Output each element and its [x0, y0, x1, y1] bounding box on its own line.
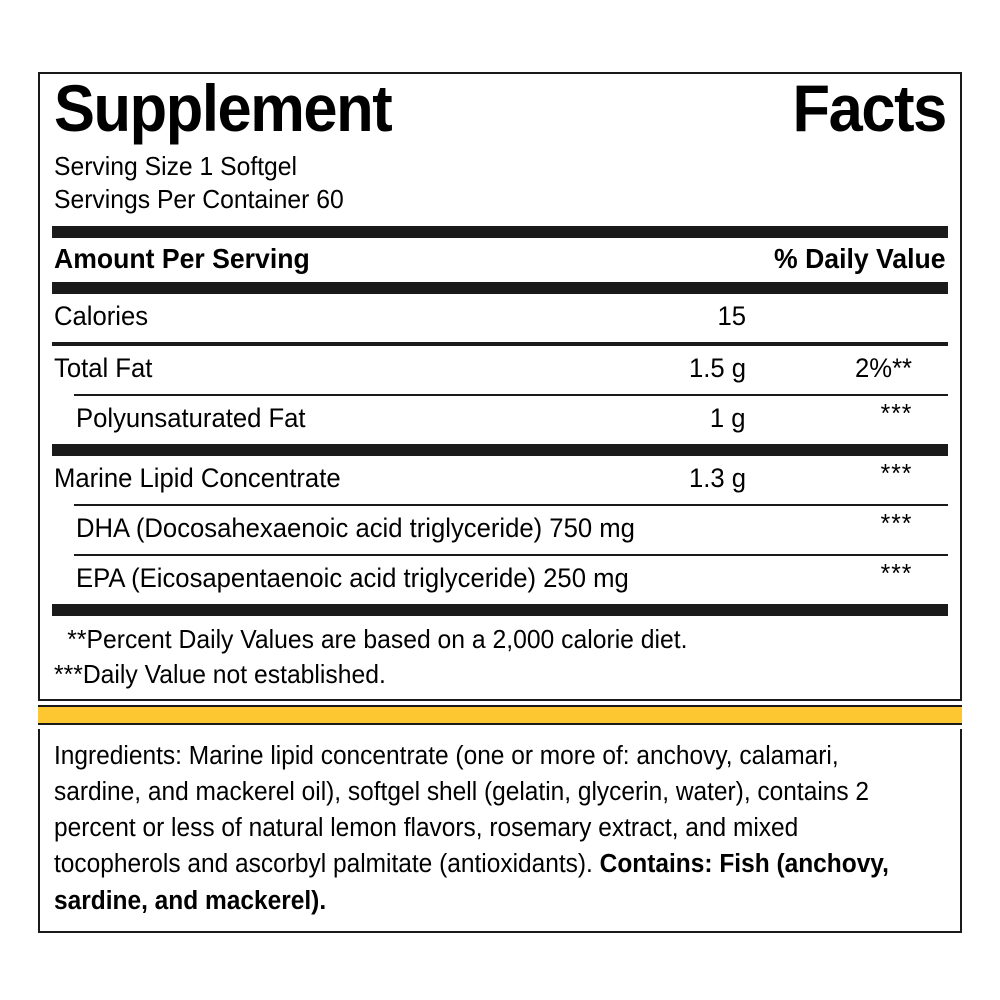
supplement-facts-panel: Supplement Facts Serving Size 1 Softgel … [38, 72, 962, 701]
row-label: Marine Lipid Concentrate [54, 463, 341, 494]
row-amount: 15 [717, 301, 746, 332]
divider-rule-2 [74, 394, 948, 397]
header-amount-per-serving: Amount Per Serving [54, 243, 310, 275]
row-amount: 1.3 g [688, 463, 746, 494]
footnotes: **Percent Daily Values are based on a 2,… [52, 616, 948, 693]
table-row-dha: DHA (Docosahexaenoic acid triglyceride) … [52, 506, 948, 554]
table-row-calories: Calories 15 [52, 294, 948, 342]
footnote-daily-value-not-established: ***Daily Value not established. [54, 658, 386, 689]
row-daily-value: *** [880, 458, 912, 489]
footnote-percent-daily-values: **Percent Daily Values are based on a 2,… [67, 624, 688, 655]
title-word-facts: Facts [792, 71, 948, 145]
ingredients-body: Ingredients: Marine lipid concentrate (o… [54, 741, 870, 879]
table-header-row: Amount Per Serving % Daily Value [52, 238, 948, 282]
divider-thick-bottom [52, 604, 948, 617]
table-row-marine-lipid-concentrate: Marine Lipid Concentrate 1.3 g *** [52, 456, 948, 504]
row-daily-value: *** [880, 558, 912, 589]
table-row-epa: EPA (Eicosapentaenoic acid triglyceride)… [52, 556, 948, 604]
serving-size-line: Serving Size 1 Softgel [54, 150, 298, 181]
row-amount: 1.5 g [688, 353, 746, 384]
row-label: DHA (Docosahexaenoic acid triglyceride) … [76, 513, 635, 544]
row-amount: 1 g [710, 403, 746, 434]
table-row-total-fat: Total Fat 1.5 g 2%** [52, 346, 948, 394]
row-label: Polyunsaturated Fat [76, 403, 306, 434]
divider-rule-4 [74, 554, 948, 557]
divider-thick-middle [52, 444, 948, 457]
row-daily-value: 2%** [854, 353, 912, 384]
row-label: Total Fat [54, 353, 153, 384]
servings-per-container-line: Servings Per Container 60 [54, 183, 344, 214]
divider-thick-top [52, 226, 948, 239]
row-label: EPA (Eicosapentaenoic acid triglyceride)… [76, 563, 629, 594]
title-word-supplement: Supplement [54, 71, 393, 145]
divider-thick-under-header [52, 282, 948, 295]
row-daily-value: *** [880, 508, 912, 539]
gold-divider-bar [38, 704, 962, 725]
ingredients-paragraph: Ingredients: Marine lipid concentrate (o… [54, 738, 910, 919]
panel-title: Supplement Facts [52, 71, 948, 145]
serving-info: Serving Size 1 Softgel Servings Per Cont… [52, 150, 948, 217]
supplement-facts-label: Supplement Facts Serving Size 1 Softgel … [38, 72, 962, 933]
divider-rule-1 [52, 342, 948, 347]
divider-rule-3 [74, 504, 948, 507]
table-row-polyunsaturated-fat: Polyunsaturated Fat 1 g *** [52, 396, 948, 444]
row-daily-value: *** [880, 398, 912, 429]
row-label: Calories [54, 301, 149, 332]
contains-allergen-statement: Contains: Fish (anchovy, sardine, and ma… [54, 850, 889, 915]
ingredients-panel: Ingredients: Marine lipid concentrate (o… [38, 728, 962, 933]
header-percent-daily-value: % Daily Value [774, 243, 946, 275]
